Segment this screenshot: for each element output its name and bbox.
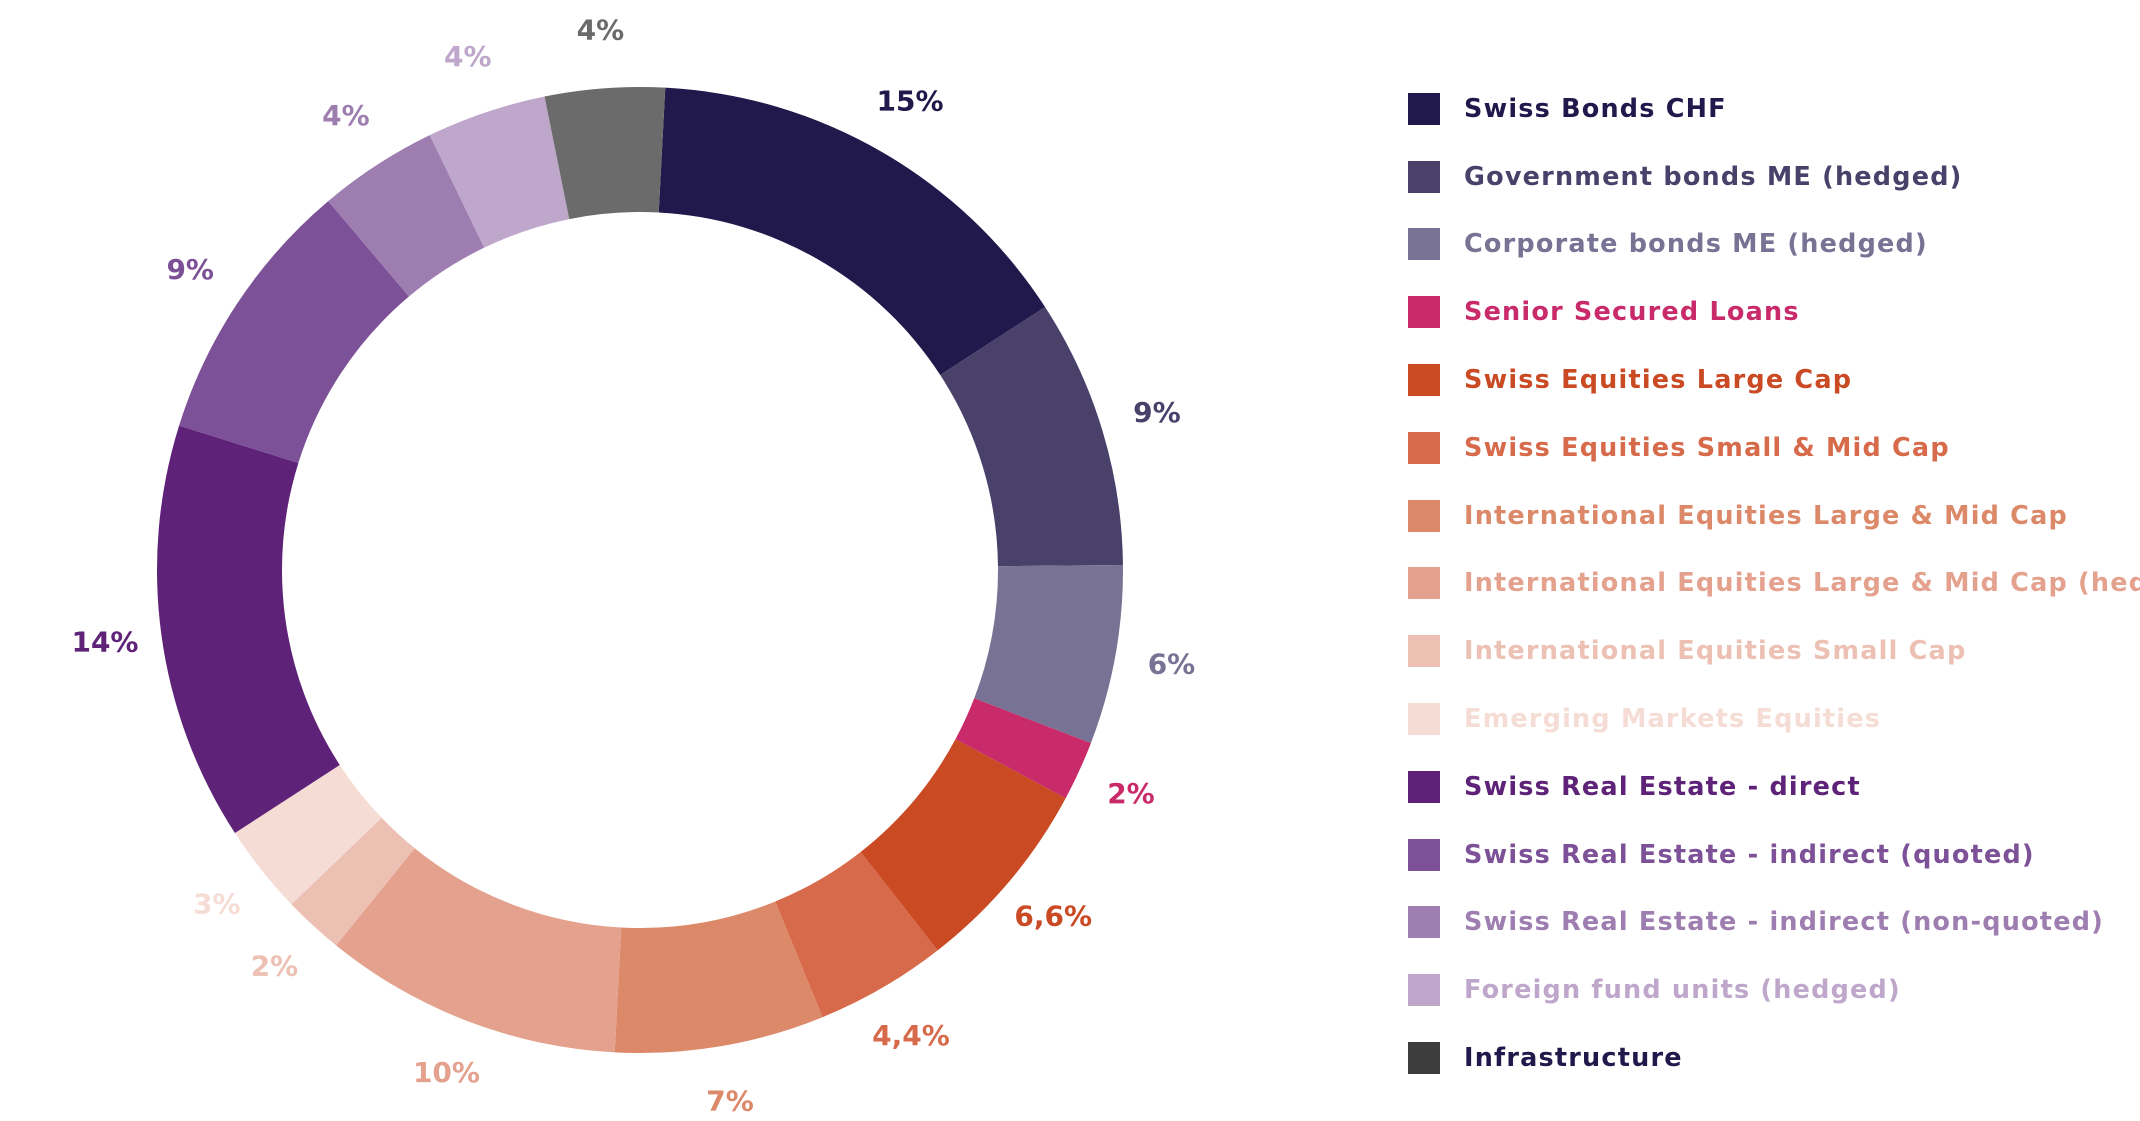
donut-chart: 15% 9% 6% 2% 6,6% 4,4% 7% 10% 2% 3% 14% 9% 4% 4% 4% — [71, 13, 1195, 1117]
legend-item: Government bonds ME (hedged) — [1408, 143, 2140, 211]
legend-swatch — [1408, 838, 1440, 871]
slice-label-7: 10% — [413, 1056, 480, 1089]
legend-swatch — [1408, 160, 1440, 193]
legend-label: International Equities Small Cap — [1464, 636, 1967, 667]
legend-item: Infrastructure — [1408, 1024, 2140, 1092]
legend-swatch — [1408, 92, 1440, 125]
legend-label: Swiss Real Estate - direct — [1464, 771, 1861, 802]
slice-2 — [974, 564, 1123, 744]
legend-swatch — [1408, 906, 1440, 939]
legend-label: International Equities Large & Mid Cap — [1464, 500, 2068, 531]
legend-label: Swiss Bonds CHF — [1464, 93, 1727, 124]
slice-label-2: 6% — [1148, 648, 1196, 681]
chart-legend: Swiss Bonds CHF Government bonds ME (hedg… — [1408, 75, 2140, 1092]
slice-label-1: 9% — [1133, 396, 1181, 429]
legend-item: Senior Secured Loans — [1408, 278, 2140, 346]
donut-slices — [157, 87, 1123, 1053]
slice-8 — [291, 817, 415, 946]
legend-item: Swiss Bonds CHF — [1408, 75, 2140, 143]
legend-label: Swiss Equities Small & Mid Cap — [1464, 432, 1950, 463]
legend-swatch — [1408, 296, 1440, 329]
slice-label-12: 4% — [322, 99, 370, 132]
legend-item: International Equities Large & Mid Cap — [1408, 482, 2140, 550]
slice-labels: 15% 9% 6% 2% 6,6% 4,4% 7% 10% 2% 3% 14% 9% 4% 4% 4% — [71, 13, 1195, 1117]
slice-7 — [336, 848, 622, 1053]
slice-13 — [429, 96, 570, 248]
legend-swatch — [1408, 974, 1440, 1007]
slice-label-6: 7% — [706, 1084, 754, 1117]
slice-5 — [775, 851, 938, 1018]
slice-4 — [860, 739, 1066, 951]
legend-label: Swiss Real Estate - indirect (non-quoted… — [1464, 907, 2104, 938]
legend-item: Swiss Equities Small & Mid Cap — [1408, 414, 2140, 482]
legend-swatch — [1408, 567, 1440, 600]
legend-label: Emerging Markets Equities — [1464, 704, 1882, 735]
legend-label: Corporate bonds ME (hedged) — [1464, 229, 1928, 260]
legend-label: Infrastructure — [1464, 1043, 1683, 1074]
legend-label: Senior Secured Loans — [1464, 297, 1800, 328]
slice-9 — [234, 764, 382, 905]
legend-swatch — [1408, 635, 1440, 668]
slice-10 — [157, 425, 340, 834]
slice-label-13: 4% — [444, 40, 492, 73]
legend-item: Swiss Equities Large Cap — [1408, 346, 2140, 414]
legend-item: Swiss Real Estate - direct — [1408, 753, 2140, 821]
legend-swatch — [1408, 703, 1440, 736]
legend-swatch — [1408, 1042, 1440, 1075]
legend-label: Swiss Real Estate - indirect (quoted) — [1464, 839, 2035, 870]
slice-6 — [614, 901, 823, 1053]
legend-label: Swiss Equities Large Cap — [1464, 365, 1853, 396]
slice-1 — [940, 306, 1123, 567]
legend-item: Swiss Real Estate - indirect (non-quoted… — [1408, 889, 2140, 957]
legend-item: Corporate bonds ME (hedged) — [1408, 211, 2140, 279]
legend-item: Swiss Real Estate - indirect (quoted) — [1408, 821, 2140, 889]
legend-label: International Equities Large & Mid Cap (… — [1464, 568, 2140, 599]
legend-swatch — [1408, 499, 1440, 532]
slice-label-4: 6,6% — [1014, 900, 1092, 933]
slice-12 — [328, 135, 485, 297]
legend-label: Government bonds ME (hedged) — [1464, 161, 1963, 192]
legend-label: Foreign fund units (hedged) — [1464, 975, 1901, 1006]
legend-item: International Equities Small Cap — [1408, 617, 2140, 685]
slice-11 — [179, 201, 409, 463]
legend-item: International Equities Large & Mid Cap (… — [1408, 550, 2140, 618]
slice-14 — [544, 87, 666, 220]
slice-label-3: 2% — [1107, 777, 1155, 810]
slice-0 — [658, 87, 1046, 376]
legend-swatch — [1408, 228, 1440, 261]
slice-label-0: 15% — [876, 84, 943, 117]
slice-label-8: 2% — [251, 949, 299, 982]
slice-label-11: 9% — [166, 253, 214, 286]
legend-swatch — [1408, 770, 1440, 803]
legend-swatch — [1408, 364, 1440, 397]
slice-label-9: 3% — [193, 887, 241, 920]
slice-label-5: 4,4% — [872, 1019, 950, 1052]
legend-item: Emerging Markets Equities — [1408, 685, 2140, 753]
legend-item: Foreign fund units (hedged) — [1408, 956, 2140, 1024]
slice-3 — [955, 698, 1091, 799]
legend-swatch — [1408, 431, 1440, 464]
slice-label-14: 4% — [577, 13, 625, 46]
slice-label-10: 14% — [71, 625, 138, 658]
